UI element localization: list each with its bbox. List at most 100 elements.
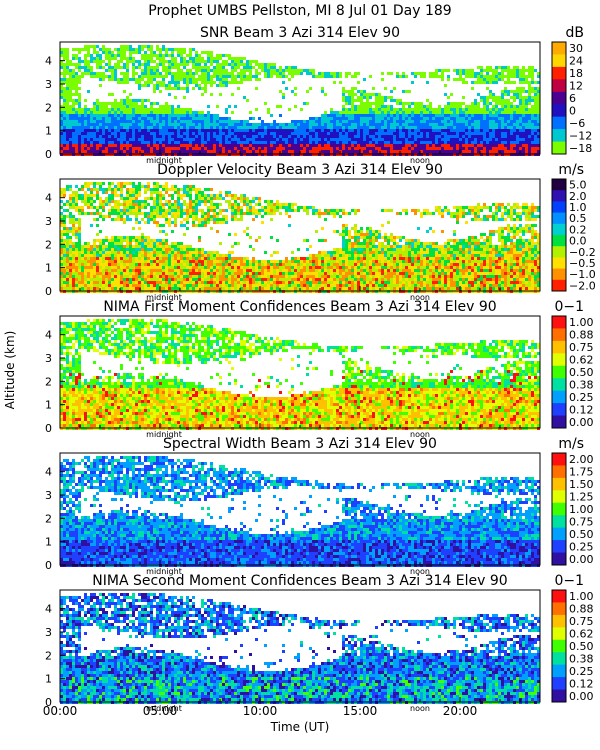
heatmap-cell [78, 272, 81, 275]
heatmap-cell [165, 218, 168, 221]
heatmap-cell [495, 135, 498, 138]
heatmap-cell [390, 99, 393, 102]
heatmap-cell [297, 138, 300, 141]
heatmap-cell [69, 242, 72, 245]
heatmap-cell [441, 141, 444, 144]
heatmap-cell [249, 75, 252, 78]
heatmap-cell [180, 281, 183, 284]
heatmap-cell [105, 126, 108, 129]
heatmap-cell [123, 275, 126, 278]
heatmap-cell [84, 114, 87, 117]
heatmap-cell [153, 257, 156, 260]
heatmap-cell [330, 129, 333, 132]
heatmap-cell [285, 69, 288, 72]
heatmap-cell [90, 224, 93, 227]
heatmap-cell [432, 111, 435, 114]
heatmap-cell [78, 114, 81, 117]
heatmap-cell [165, 251, 168, 254]
heatmap-cell [375, 102, 378, 105]
heatmap-cell [111, 93, 114, 96]
heatmap-cell [189, 284, 192, 287]
heatmap-cell [381, 99, 384, 102]
heatmap-cell [165, 215, 168, 218]
heatmap-cell [237, 81, 240, 84]
heatmap-cell [519, 120, 522, 123]
heatmap-cell [267, 147, 270, 150]
heatmap-cell [417, 123, 420, 126]
heatmap-cell [120, 245, 123, 248]
heatmap-cell [102, 242, 105, 245]
heatmap-cell [123, 206, 126, 209]
heatmap-cell [123, 66, 126, 69]
heatmap-cell [183, 194, 186, 197]
heatmap-cell [486, 87, 489, 90]
heatmap-cell [117, 81, 120, 84]
heatmap-cell [264, 69, 267, 72]
heatmap-cell [366, 144, 369, 147]
heatmap-cell [78, 102, 81, 105]
heatmap-cell [309, 132, 312, 135]
heatmap-cell [117, 60, 120, 63]
heatmap-cell [390, 90, 393, 93]
heatmap-cell [138, 84, 141, 87]
heatmap-cell [219, 66, 222, 69]
heatmap-cell [81, 245, 84, 248]
heatmap-cell [501, 93, 504, 96]
heatmap-cell [63, 48, 66, 51]
heatmap-cell [264, 135, 267, 138]
heatmap-cell [168, 129, 171, 132]
heatmap-cell [237, 135, 240, 138]
heatmap-cell [162, 260, 165, 263]
heatmap-cell [387, 105, 390, 108]
heatmap-cell [78, 75, 81, 78]
heatmap-cell [381, 138, 384, 141]
heatmap-cell [129, 194, 132, 197]
heatmap-cell [69, 147, 72, 150]
heatmap-cell [174, 269, 177, 272]
heatmap-cell [168, 111, 171, 114]
heatmap-cell [186, 191, 189, 194]
heatmap-cell [93, 48, 96, 51]
heatmap-cell [369, 150, 372, 153]
heatmap-cell [177, 132, 180, 135]
heatmap-cell [162, 123, 165, 126]
heatmap-cell [189, 257, 192, 260]
heatmap-cell [183, 108, 186, 111]
heatmap-cell [144, 147, 147, 150]
heatmap-cell [63, 260, 66, 263]
heatmap-cell [117, 185, 120, 188]
heatmap-cell [78, 69, 81, 72]
heatmap-cell [183, 129, 186, 132]
heatmap-cell [420, 135, 423, 138]
heatmap-cell [195, 147, 198, 150]
heatmap-cell [165, 75, 168, 78]
heatmap-cell [99, 60, 102, 63]
heatmap-cell [234, 78, 237, 81]
heatmap-cell [78, 51, 81, 54]
heatmap-cell [222, 144, 225, 147]
heatmap-cell [204, 60, 207, 63]
heatmap-cell [351, 120, 354, 123]
heatmap-cell [87, 200, 90, 203]
heatmap-cell [486, 123, 489, 126]
heatmap-cell [453, 78, 456, 81]
heatmap-cell [342, 117, 345, 120]
heatmap-cell [312, 72, 315, 75]
heatmap-cell [114, 209, 117, 212]
heatmap-cell [189, 75, 192, 78]
heatmap-cell [180, 248, 183, 251]
heatmap-cell [186, 63, 189, 66]
heatmap-cell [156, 278, 159, 281]
heatmap-cell [72, 105, 75, 108]
heatmap-cell [102, 245, 105, 248]
heatmap-cell [90, 141, 93, 144]
heatmap-cell [531, 105, 534, 108]
heatmap-cell [165, 108, 168, 111]
heatmap-cell [507, 93, 510, 96]
heatmap-cell [120, 203, 123, 206]
heatmap-cell [243, 69, 246, 72]
heatmap-cell [189, 108, 192, 111]
heatmap-cell [141, 287, 144, 290]
heatmap-cell [186, 188, 189, 191]
heatmap-cell [150, 248, 153, 251]
